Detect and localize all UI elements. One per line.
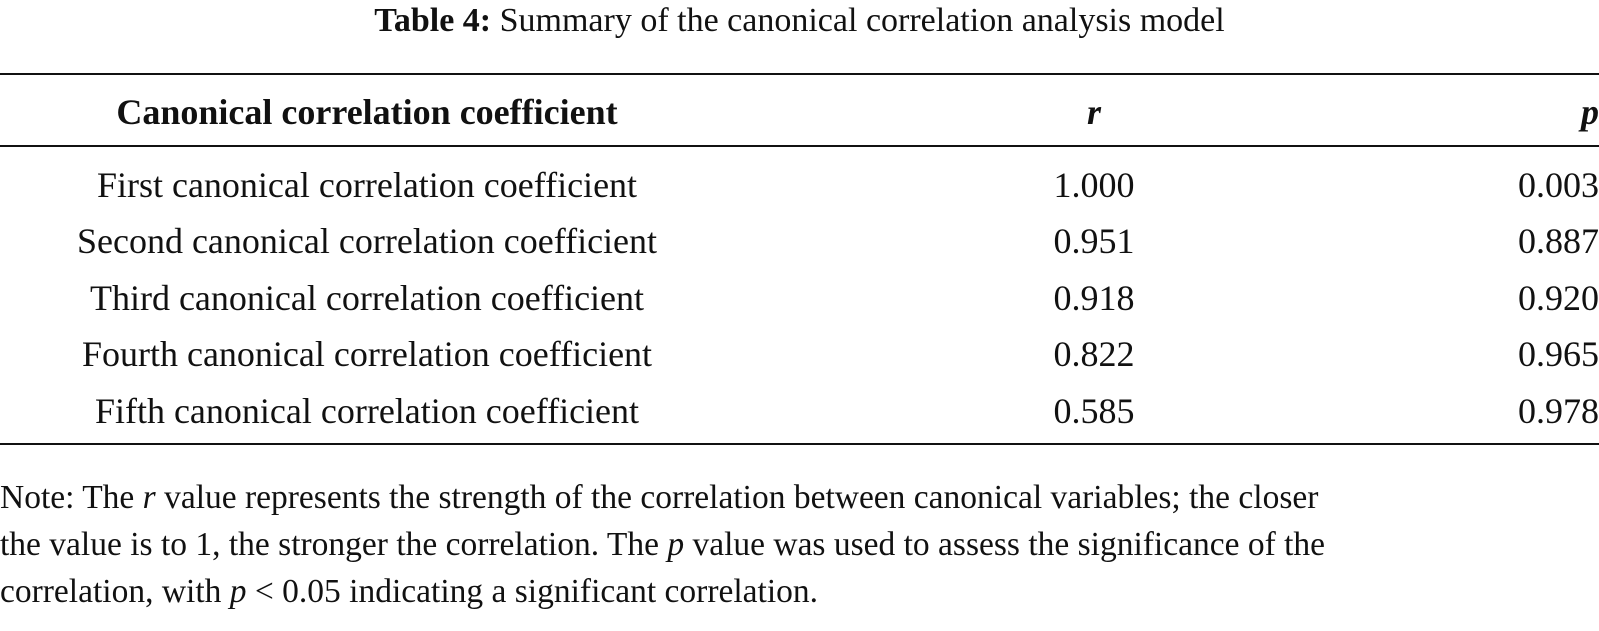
table-header-rule: [0, 145, 1599, 147]
note-text: < 0.05 indicating a significant correlat…: [246, 573, 819, 610]
row-r-value: 1.000: [1053, 165, 1135, 205]
table-row: Second canonical correlation coefficient…: [0, 213, 1599, 269]
table-row: Fifth canonical correlation coefficient …: [0, 383, 1599, 439]
table-row: Fourth canonical correlation coefficient…: [0, 326, 1599, 382]
table-header-row: Canonical correlation coefficient r p: [0, 84, 1599, 140]
row-name: First canonical correlation coefficient: [96, 165, 638, 205]
note-text: Note: The: [0, 479, 143, 516]
note-line-1: Note: The r value represents the strengt…: [0, 474, 1599, 521]
header-name: Canonical correlation coefficient: [116, 92, 618, 132]
note-line-3: correlation, with p < 0.05 indicating a …: [0, 568, 1599, 615]
note-line-2: the value is to 1, the stronger the corr…: [0, 521, 1599, 568]
row-p-value: 0.920: [1518, 278, 1599, 318]
row-name: Fifth canonical correlation coefficient: [94, 391, 640, 431]
row-r-value: 0.951: [1053, 221, 1135, 261]
note-text: the value is to 1, the stronger the corr…: [0, 526, 668, 563]
table-note: Note: The r value represents the strengt…: [0, 474, 1599, 615]
row-name: Third canonical correlation coefficient: [89, 278, 645, 318]
row-name: Fourth canonical correlation coefficient: [81, 334, 653, 374]
note-variable-p: p: [229, 573, 247, 610]
table-row: Third canonical correlation coefficient …: [0, 270, 1599, 326]
header-p: p: [1581, 92, 1599, 132]
row-p-value: 0.887: [1518, 221, 1599, 261]
row-p-value: 0.978: [1518, 391, 1599, 431]
table-row: First canonical correlation coefficient …: [0, 157, 1599, 213]
table-caption-title: Summary of the canonical correlation ana…: [499, 2, 1225, 39]
table-bottom-rule: [0, 443, 1599, 445]
row-r-value: 0.585: [1053, 391, 1135, 431]
row-r-value: 0.822: [1053, 334, 1135, 374]
row-p-value: 0.003: [1518, 165, 1599, 205]
note-variable-r: r: [142, 479, 156, 516]
note-text: value represents the strength of the cor…: [155, 479, 1319, 516]
note-text: value was used to assess the significanc…: [684, 526, 1326, 563]
table-caption-label: Table 4:: [374, 2, 492, 39]
note-text: correlation, with: [0, 573, 230, 610]
note-variable-p: p: [667, 526, 685, 563]
table-top-rule: [0, 73, 1599, 75]
table-caption: Table 4: Summary of the canonical correl…: [0, 0, 1599, 46]
header-r: r: [1086, 92, 1101, 132]
row-r-value: 0.918: [1053, 278, 1135, 318]
row-p-value: 0.965: [1518, 334, 1599, 374]
row-name: Second canonical correlation coefficient: [76, 221, 658, 261]
